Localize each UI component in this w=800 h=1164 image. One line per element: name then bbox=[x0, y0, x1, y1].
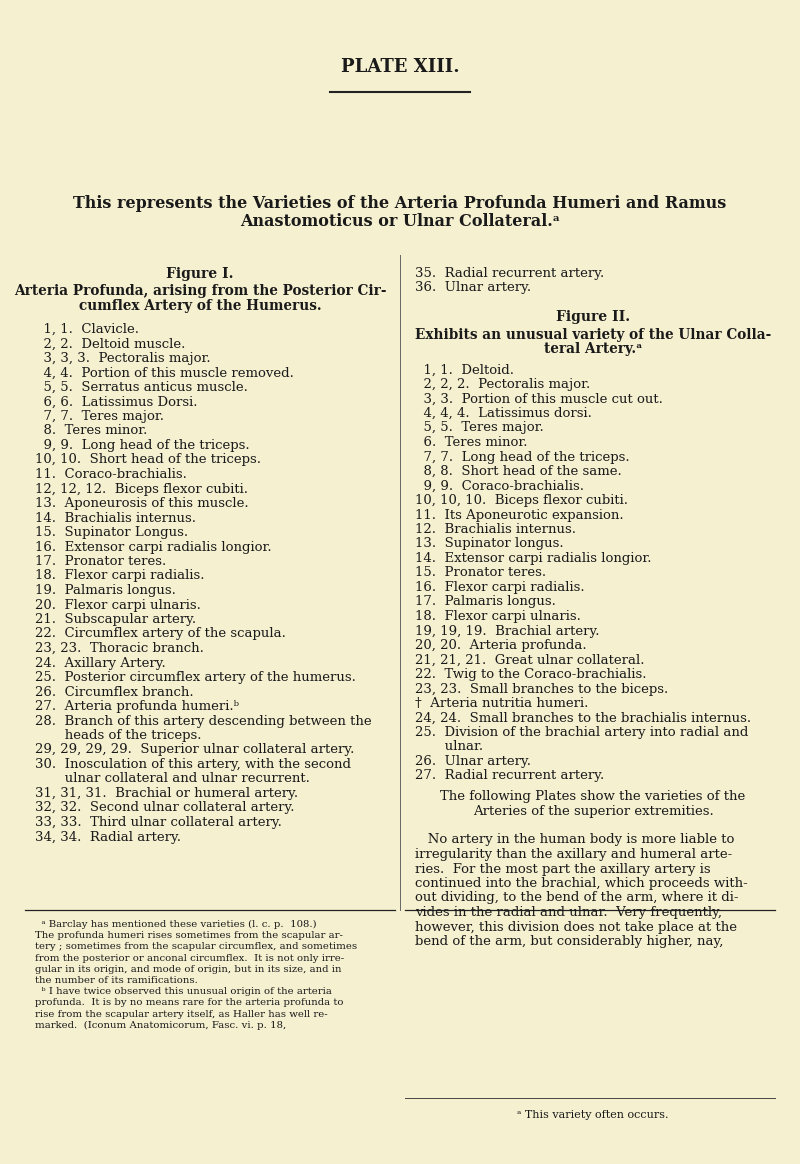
Text: 17.  Pronator teres.: 17. Pronator teres. bbox=[35, 555, 166, 568]
Text: Anastomoticus or Ulnar Collateral.ᵃ: Anastomoticus or Ulnar Collateral.ᵃ bbox=[240, 213, 560, 230]
Text: rise from the scapular artery itself, as Haller has well re-: rise from the scapular artery itself, as… bbox=[35, 1009, 328, 1018]
Text: 19, 19, 19.  Brachial artery.: 19, 19, 19. Brachial artery. bbox=[415, 625, 599, 638]
Text: 4, 4.  Portion of this muscle removed.: 4, 4. Portion of this muscle removed. bbox=[35, 367, 294, 379]
Text: 5, 5.  Teres major.: 5, 5. Teres major. bbox=[415, 421, 544, 434]
Text: 36.  Ulnar artery.: 36. Ulnar artery. bbox=[415, 282, 531, 294]
Text: 33, 33.  Third ulnar collateral artery.: 33, 33. Third ulnar collateral artery. bbox=[35, 816, 282, 829]
Text: 16.  Flexor carpi radialis.: 16. Flexor carpi radialis. bbox=[415, 581, 585, 594]
Text: 9, 9.  Long head of the triceps.: 9, 9. Long head of the triceps. bbox=[35, 439, 250, 452]
Text: 19.  Palmaris longus.: 19. Palmaris longus. bbox=[35, 584, 176, 597]
Text: 31, 31, 31.  Brachial or humeral artery.: 31, 31, 31. Brachial or humeral artery. bbox=[35, 787, 298, 800]
Text: 25.  Posterior circumflex artery of the humerus.: 25. Posterior circumflex artery of the h… bbox=[35, 670, 356, 684]
Text: 16.  Extensor carpi radialis longior.: 16. Extensor carpi radialis longior. bbox=[35, 540, 272, 554]
Text: bend of the arm, but considerably higher, nay,: bend of the arm, but considerably higher… bbox=[415, 935, 723, 947]
Text: marked.  (Iconum Anatomicorum, Fasc. vi. p. 18,: marked. (Iconum Anatomicorum, Fasc. vi. … bbox=[35, 1021, 286, 1030]
Text: 17.  Palmaris longus.: 17. Palmaris longus. bbox=[415, 596, 556, 609]
Text: PLATE XIII.: PLATE XIII. bbox=[341, 58, 459, 76]
Text: 5, 5.  Serratus anticus muscle.: 5, 5. Serratus anticus muscle. bbox=[35, 381, 248, 393]
Text: ᵃ Barclay has mentioned these varieties (l. c. p.  108.): ᵃ Barclay has mentioned these varieties … bbox=[35, 920, 317, 929]
Text: 20.  Flexor carpi ulnaris.: 20. Flexor carpi ulnaris. bbox=[35, 598, 201, 611]
Text: 12.  Brachialis internus.: 12. Brachialis internus. bbox=[415, 523, 576, 535]
Text: 25.  Division of the brachial artery into radial and: 25. Division of the brachial artery into… bbox=[415, 726, 748, 739]
Text: 10, 10.  Short head of the triceps.: 10, 10. Short head of the triceps. bbox=[35, 454, 261, 467]
Text: ᵇ I have twice observed this unusual origin of the arteria: ᵇ I have twice observed this unusual ori… bbox=[35, 987, 332, 996]
Text: profunda.  It is by no means rare for the arteria profunda to: profunda. It is by no means rare for the… bbox=[35, 999, 343, 1007]
Text: continued into the brachial, which proceeds with-: continued into the brachial, which proce… bbox=[415, 876, 748, 890]
Text: ries.  For the most part the axillary artery is: ries. For the most part the axillary art… bbox=[415, 863, 710, 875]
Text: 7, 7.  Teres major.: 7, 7. Teres major. bbox=[35, 410, 164, 423]
Text: 21.  Subscapular artery.: 21. Subscapular artery. bbox=[35, 613, 196, 626]
Text: The following Plates show the varieties of the: The following Plates show the varieties … bbox=[440, 790, 746, 803]
Text: Exhibits an unusual variety of the Ulnar Colla-: Exhibits an unusual variety of the Ulnar… bbox=[415, 327, 771, 341]
Text: 8.  Teres minor.: 8. Teres minor. bbox=[35, 425, 147, 438]
Text: 34, 34.  Radial artery.: 34, 34. Radial artery. bbox=[35, 830, 181, 844]
Text: †  Arteria nutritia humeri.: † Arteria nutritia humeri. bbox=[415, 697, 588, 710]
Text: 8, 8.  Short head of the same.: 8, 8. Short head of the same. bbox=[415, 464, 622, 478]
Text: 14.  Extensor carpi radialis longior.: 14. Extensor carpi radialis longior. bbox=[415, 552, 651, 565]
Text: 30.  Inosculation of this artery, with the second: 30. Inosculation of this artery, with th… bbox=[35, 758, 351, 771]
Text: 26.  Ulnar artery.: 26. Ulnar artery. bbox=[415, 755, 531, 768]
Text: 18.  Flexor carpi ulnaris.: 18. Flexor carpi ulnaris. bbox=[415, 610, 581, 623]
Text: 27.  Arteria profunda humeri.ᵇ: 27. Arteria profunda humeri.ᵇ bbox=[35, 700, 239, 714]
Text: 6, 6.  Latissimus Dorsi.: 6, 6. Latissimus Dorsi. bbox=[35, 396, 198, 409]
Text: 13.  Aponeurosis of this muscle.: 13. Aponeurosis of this muscle. bbox=[35, 497, 249, 510]
Text: No artery in the human body is more liable to: No artery in the human body is more liab… bbox=[415, 833, 734, 846]
Text: ulnar collateral and ulnar recurrent.: ulnar collateral and ulnar recurrent. bbox=[35, 773, 310, 786]
Text: 29, 29, 29, 29.  Superior ulnar collateral artery.: 29, 29, 29, 29. Superior ulnar collatera… bbox=[35, 744, 354, 757]
Text: 23, 23.  Thoracic branch.: 23, 23. Thoracic branch. bbox=[35, 643, 204, 655]
Text: 14.  Brachialis internus.: 14. Brachialis internus. bbox=[35, 511, 196, 525]
Text: from the posterior or anconal circumflex.  It is not only irre-: from the posterior or anconal circumflex… bbox=[35, 953, 344, 963]
Text: 22.  Twig to the Coraco-brachialis.: 22. Twig to the Coraco-brachialis. bbox=[415, 668, 646, 681]
Text: 3, 3, 3.  Pectoralis major.: 3, 3, 3. Pectoralis major. bbox=[35, 352, 210, 365]
Text: This represents the Varieties of the Arteria Profunda Humeri and Ramus: This represents the Varieties of the Art… bbox=[74, 196, 726, 212]
Text: 10, 10, 10.  Biceps flexor cubiti.: 10, 10, 10. Biceps flexor cubiti. bbox=[415, 494, 628, 508]
Text: 32, 32.  Second ulnar collateral artery.: 32, 32. Second ulnar collateral artery. bbox=[35, 802, 294, 815]
Text: 6.  Teres minor.: 6. Teres minor. bbox=[415, 436, 527, 449]
Text: 15.  Supinator Longus.: 15. Supinator Longus. bbox=[35, 526, 188, 539]
Text: tery ; sometimes from the scapular circumflex, and sometimes: tery ; sometimes from the scapular circu… bbox=[35, 943, 357, 951]
Text: 24, 24.  Small branches to the brachialis internus.: 24, 24. Small branches to the brachialis… bbox=[415, 711, 751, 724]
Text: 11.  Its Aponeurotic expansion.: 11. Its Aponeurotic expansion. bbox=[415, 509, 624, 521]
Text: irregularity than the axillary and humeral arte-: irregularity than the axillary and humer… bbox=[415, 849, 732, 861]
Text: the number of its ramifications.: the number of its ramifications. bbox=[35, 975, 198, 985]
Text: 35.  Radial recurrent artery.: 35. Radial recurrent artery. bbox=[415, 267, 604, 281]
Text: 15.  Pronator teres.: 15. Pronator teres. bbox=[415, 567, 546, 580]
Text: 1, 1.  Deltoid.: 1, 1. Deltoid. bbox=[415, 363, 514, 376]
Text: Figure II.: Figure II. bbox=[556, 311, 630, 325]
Text: 11.  Coraco-brachialis.: 11. Coraco-brachialis. bbox=[35, 468, 187, 481]
Text: vides in the radial and ulnar.  Very frequently,: vides in the radial and ulnar. Very freq… bbox=[415, 906, 722, 920]
Text: 24.  Axillary Artery.: 24. Axillary Artery. bbox=[35, 656, 166, 669]
Text: 23, 23.  Small branches to the biceps.: 23, 23. Small branches to the biceps. bbox=[415, 682, 668, 696]
Text: cumflex Artery of the Humerus.: cumflex Artery of the Humerus. bbox=[78, 299, 322, 313]
Text: 4, 4, 4.  Latissimus dorsi.: 4, 4, 4. Latissimus dorsi. bbox=[415, 407, 592, 420]
Text: Figure I.: Figure I. bbox=[166, 267, 234, 281]
Text: 2, 2.  Deltoid muscle.: 2, 2. Deltoid muscle. bbox=[35, 338, 186, 350]
Text: ᵃ This variety often occurs.: ᵃ This variety often occurs. bbox=[518, 1110, 669, 1120]
Text: 7, 7.  Long head of the triceps.: 7, 7. Long head of the triceps. bbox=[415, 450, 630, 463]
Text: Arteria Profunda, arising from the Posterior Cir-: Arteria Profunda, arising from the Poste… bbox=[14, 284, 386, 298]
Text: 28.  Branch of this artery descending between the: 28. Branch of this artery descending bet… bbox=[35, 715, 372, 728]
Text: 20, 20.  Arteria profunda.: 20, 20. Arteria profunda. bbox=[415, 639, 586, 652]
Text: heads of the triceps.: heads of the triceps. bbox=[35, 729, 202, 741]
Text: ulnar.: ulnar. bbox=[415, 740, 483, 753]
Text: 2, 2, 2.  Pectoralis major.: 2, 2, 2. Pectoralis major. bbox=[415, 378, 590, 391]
Text: 26.  Circumflex branch.: 26. Circumflex branch. bbox=[35, 686, 194, 698]
Text: 3, 3.  Portion of this muscle cut out.: 3, 3. Portion of this muscle cut out. bbox=[415, 392, 663, 405]
Text: Arteries of the superior extremities.: Arteries of the superior extremities. bbox=[473, 804, 714, 817]
Text: 21, 21, 21.  Great ulnar collateral.: 21, 21, 21. Great ulnar collateral. bbox=[415, 653, 645, 667]
Text: 9, 9.  Coraco-brachialis.: 9, 9. Coraco-brachialis. bbox=[415, 480, 584, 492]
Text: gular in its origin, and mode of origin, but in its size, and in: gular in its origin, and mode of origin,… bbox=[35, 965, 342, 974]
Text: out dividing, to the bend of the arm, where it di-: out dividing, to the bend of the arm, wh… bbox=[415, 892, 738, 904]
Text: 18.  Flexor carpi radialis.: 18. Flexor carpi radialis. bbox=[35, 569, 205, 582]
Text: 22.  Circumflex artery of the scapula.: 22. Circumflex artery of the scapula. bbox=[35, 627, 286, 640]
Text: 1, 1.  Clavicle.: 1, 1. Clavicle. bbox=[35, 322, 139, 336]
Text: The profunda humeri rises sometimes from the scapular ar-: The profunda humeri rises sometimes from… bbox=[35, 931, 343, 941]
Text: 12, 12, 12.  Biceps flexor cubiti.: 12, 12, 12. Biceps flexor cubiti. bbox=[35, 483, 248, 496]
Text: however, this division does not take place at the: however, this division does not take pla… bbox=[415, 921, 737, 934]
Text: 27.  Radial recurrent artery.: 27. Radial recurrent artery. bbox=[415, 769, 604, 782]
Text: teral Artery.ᵃ: teral Artery.ᵃ bbox=[544, 341, 642, 355]
Text: 13.  Supinator longus.: 13. Supinator longus. bbox=[415, 538, 564, 551]
